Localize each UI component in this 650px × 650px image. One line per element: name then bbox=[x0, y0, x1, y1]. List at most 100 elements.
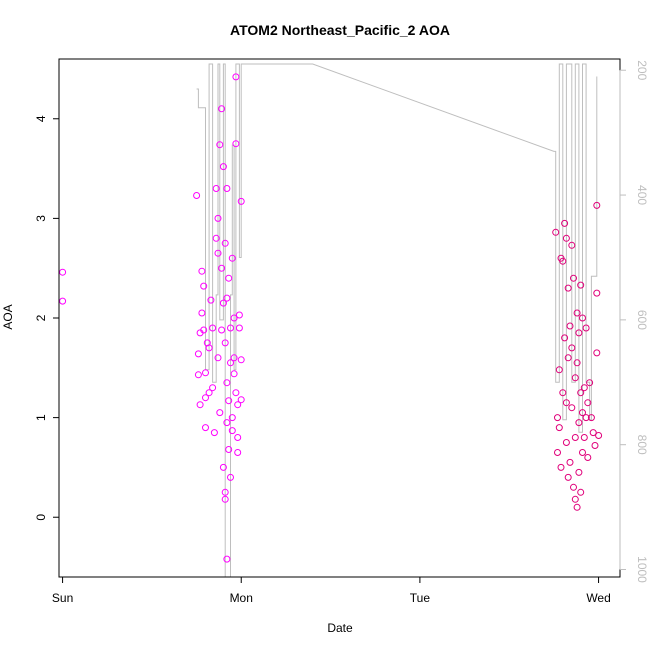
data-point bbox=[202, 369, 209, 377]
data-point bbox=[568, 404, 576, 412]
data-point bbox=[571, 374, 579, 382]
data-point bbox=[232, 73, 240, 81]
y-tick-label: 2 bbox=[34, 314, 48, 321]
data-point bbox=[232, 140, 240, 148]
data-point bbox=[570, 483, 577, 491]
data-point bbox=[568, 241, 576, 249]
data-point bbox=[205, 389, 213, 397]
data-point bbox=[586, 379, 594, 387]
data-point bbox=[194, 371, 202, 379]
x-tick-label: Tue bbox=[410, 591, 431, 605]
data-point bbox=[210, 429, 218, 437]
data-point bbox=[555, 424, 563, 432]
data-point bbox=[564, 354, 572, 362]
data-point bbox=[564, 284, 572, 292]
data-point bbox=[227, 324, 234, 332]
data-point bbox=[228, 427, 236, 435]
chart-title: ATOM2 Northeast_Pacific_2 AOA bbox=[230, 22, 450, 38]
data-point bbox=[198, 267, 206, 275]
y-axis-label: AOA bbox=[1, 304, 15, 329]
data-point bbox=[221, 488, 229, 496]
data-point bbox=[59, 268, 67, 276]
data-point bbox=[225, 397, 233, 405]
data-point bbox=[562, 439, 570, 446]
y-tick-label: 3 bbox=[34, 215, 48, 222]
data-point bbox=[227, 473, 234, 481]
data-point bbox=[237, 197, 245, 205]
data-point bbox=[554, 414, 561, 422]
data-point bbox=[237, 356, 245, 364]
data-point bbox=[561, 334, 569, 342]
data-point bbox=[593, 289, 601, 297]
data-point bbox=[571, 434, 579, 441]
data-point bbox=[200, 282, 208, 290]
data-point bbox=[235, 324, 243, 332]
data-point bbox=[552, 228, 560, 236]
data-point bbox=[230, 354, 238, 362]
data-point bbox=[228, 414, 236, 422]
data-point bbox=[573, 359, 581, 367]
data-point bbox=[225, 446, 233, 453]
data-point bbox=[554, 449, 561, 456]
data-point bbox=[223, 294, 231, 302]
data-point bbox=[230, 314, 238, 322]
data-point bbox=[209, 324, 217, 332]
data-point bbox=[196, 401, 204, 409]
data-point bbox=[218, 105, 226, 113]
data-point bbox=[589, 429, 597, 437]
data-point bbox=[593, 349, 601, 357]
data-point bbox=[216, 141, 224, 149]
data-point bbox=[591, 442, 599, 449]
data-point bbox=[557, 463, 565, 471]
x-axis-label: Date bbox=[327, 621, 353, 635]
data-point bbox=[582, 414, 590, 422]
data-point bbox=[577, 389, 585, 397]
axes-layer: Sun Mon Tue Wed 0 1 2 3 4 200 400 600 800 1000 bbox=[34, 60, 649, 605]
data-point bbox=[566, 322, 574, 330]
data-point bbox=[221, 495, 229, 503]
data-point bbox=[218, 326, 226, 334]
data-point bbox=[575, 468, 583, 476]
data-point bbox=[575, 329, 583, 337]
data-point bbox=[223, 555, 231, 563]
data-point bbox=[223, 185, 231, 192]
x-tick-label: Wed bbox=[586, 591, 610, 605]
data-point bbox=[580, 434, 588, 441]
data-point bbox=[559, 389, 567, 397]
y-tick-label: 4 bbox=[34, 115, 48, 122]
data-point bbox=[595, 432, 603, 439]
data-point bbox=[577, 488, 585, 496]
data-point bbox=[214, 214, 222, 222]
data-point bbox=[237, 396, 245, 404]
data-point bbox=[207, 296, 215, 304]
data-point bbox=[202, 424, 209, 432]
data-point bbox=[230, 370, 238, 378]
data-point bbox=[232, 389, 240, 397]
data-point bbox=[212, 185, 220, 192]
points-layer bbox=[59, 73, 603, 563]
data-point bbox=[234, 401, 242, 409]
data-point bbox=[580, 384, 588, 392]
y-tick-label: 0 bbox=[34, 514, 48, 521]
data-point bbox=[228, 254, 236, 262]
data-point bbox=[555, 366, 563, 374]
data-point bbox=[568, 344, 576, 352]
data-point bbox=[234, 449, 242, 456]
data-point bbox=[219, 463, 227, 471]
data-point bbox=[223, 379, 231, 387]
data-point bbox=[205, 344, 213, 352]
data-point bbox=[577, 281, 585, 289]
x-tick-label: Mon bbox=[230, 591, 253, 605]
data-point bbox=[219, 299, 227, 307]
plot-frame bbox=[58, 58, 621, 578]
data-point bbox=[582, 324, 590, 332]
data-point bbox=[193, 192, 201, 199]
data-point bbox=[564, 473, 572, 481]
data-point bbox=[579, 449, 586, 456]
data-point bbox=[194, 350, 202, 358]
data-point bbox=[225, 274, 233, 282]
data-point bbox=[223, 419, 231, 427]
data-point bbox=[584, 399, 592, 407]
data-point bbox=[214, 249, 222, 257]
data-point bbox=[202, 394, 209, 402]
